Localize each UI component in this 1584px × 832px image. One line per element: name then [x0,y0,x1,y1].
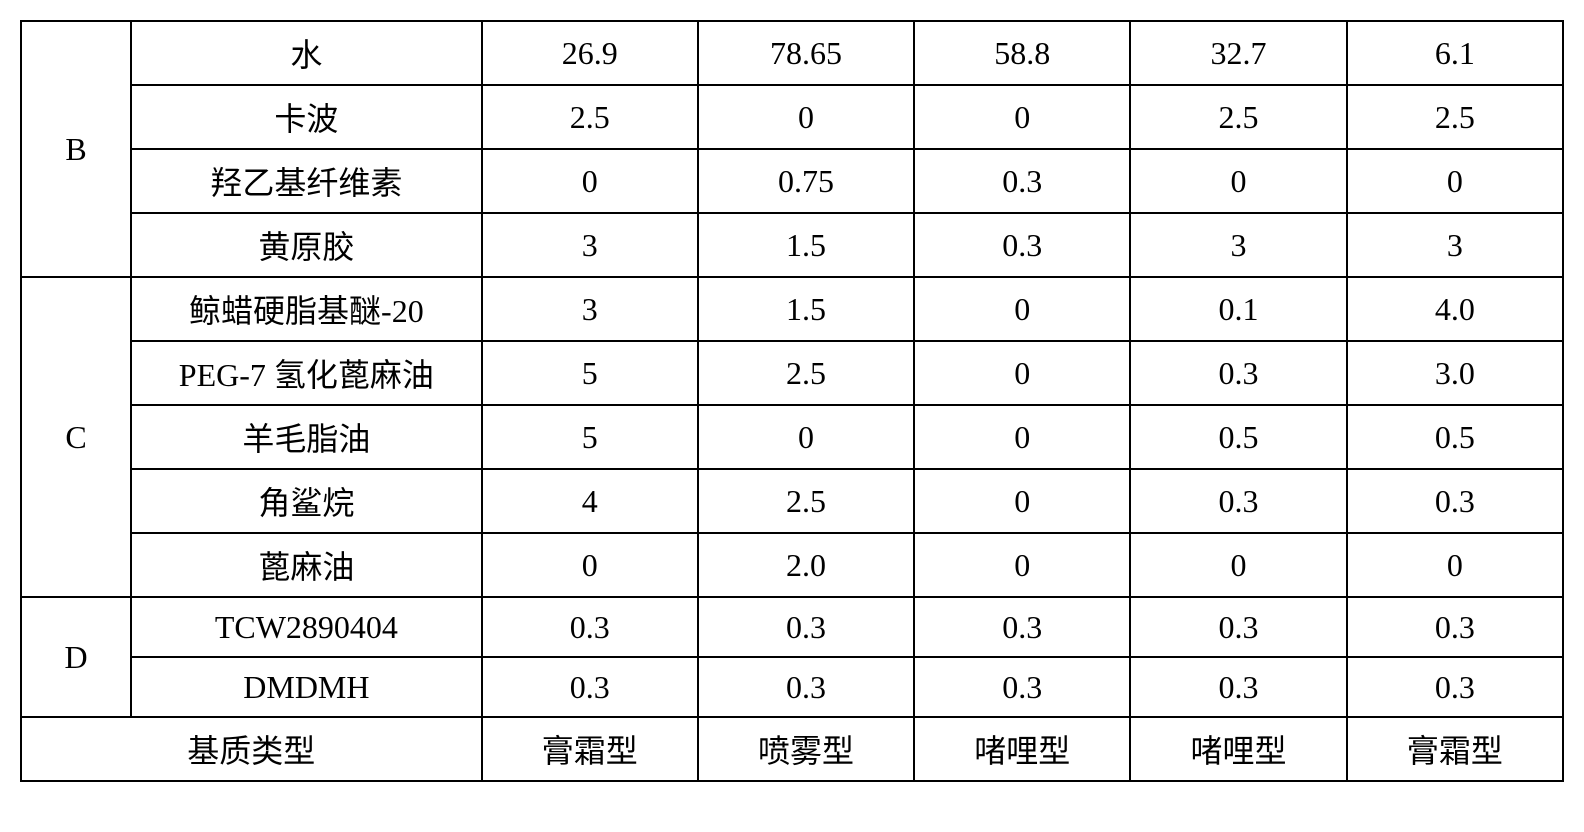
cell-value: 0 [698,405,914,469]
table-row: 角鲨烷 4 2.5 0 0.3 0.3 [21,469,1563,533]
table-footer-row: 基质类型 膏霜型 喷雾型 啫哩型 啫哩型 膏霜型 [21,717,1563,781]
cell-value: 0.3 [1130,469,1346,533]
ingredient-name: TCW2890404 [131,597,481,657]
cell-value: 2.0 [698,533,914,597]
cell-value: 78.65 [698,21,914,85]
cell-value: 0 [914,277,1130,341]
cell-value: 0 [914,85,1130,149]
ingredient-name: 羊毛脂油 [131,405,481,469]
cell-value: 0.75 [698,149,914,213]
table-row: 黄原胶 3 1.5 0.3 3 3 [21,213,1563,277]
cell-value: 0.3 [1347,597,1563,657]
cell-value: 2.5 [1347,85,1563,149]
cell-value: 0.5 [1347,405,1563,469]
cell-value: 6.1 [1347,21,1563,85]
cell-value: 0 [1130,149,1346,213]
group-label-c: C [21,277,131,597]
table-row: B 水 26.9 78.65 58.8 32.7 6.1 [21,21,1563,85]
cell-value: 0.5 [1130,405,1346,469]
cell-value: 58.8 [914,21,1130,85]
cell-value: 0 [1130,533,1346,597]
cell-value: 0 [914,533,1130,597]
cell-value: 0 [482,533,698,597]
table-row: D TCW2890404 0.3 0.3 0.3 0.3 0.3 [21,597,1563,657]
cell-value: 0.3 [698,657,914,717]
ingredient-name: 黄原胶 [131,213,481,277]
ingredient-name: PEG-7 氢化蓖麻油 [131,341,481,405]
cell-value: 0.3 [1130,341,1346,405]
group-label-d: D [21,597,131,717]
table-row: C 鲸蜡硬脂基醚-20 3 1.5 0 0.1 4.0 [21,277,1563,341]
cell-value: 0.3 [914,149,1130,213]
ingredient-name: 羟乙基纤维素 [131,149,481,213]
ingredient-name: 卡波 [131,85,481,149]
group-label-b: B [21,21,131,277]
cell-value: 2.5 [1130,85,1346,149]
footer-value: 啫哩型 [914,717,1130,781]
table-row: 卡波 2.5 0 0 2.5 2.5 [21,85,1563,149]
cell-value: 0.3 [1347,657,1563,717]
cell-value: 5 [482,341,698,405]
cell-value: 3 [1130,213,1346,277]
cell-value: 5 [482,405,698,469]
footer-value: 啫哩型 [1130,717,1346,781]
cell-value: 0.3 [914,213,1130,277]
cell-value: 4.0 [1347,277,1563,341]
cell-value: 0.3 [1347,469,1563,533]
cell-value: 4 [482,469,698,533]
cell-value: 2.5 [698,341,914,405]
cell-value: 32.7 [1130,21,1346,85]
cell-value: 3.0 [1347,341,1563,405]
cell-value: 1.5 [698,213,914,277]
table-row: 羊毛脂油 5 0 0 0.5 0.5 [21,405,1563,469]
table-row: 羟乙基纤维素 0 0.75 0.3 0 0 [21,149,1563,213]
cell-value: 2.5 [698,469,914,533]
formulation-table: B 水 26.9 78.65 58.8 32.7 6.1 卡波 2.5 0 0 … [20,20,1564,782]
cell-value: 1.5 [698,277,914,341]
cell-value: 26.9 [482,21,698,85]
table-row: 蓖麻油 0 2.0 0 0 0 [21,533,1563,597]
ingredient-name: 蓖麻油 [131,533,481,597]
cell-value: 2.5 [482,85,698,149]
cell-value: 0.3 [914,657,1130,717]
table-row: PEG-7 氢化蓖麻油 5 2.5 0 0.3 3.0 [21,341,1563,405]
cell-value: 3 [482,277,698,341]
cell-value: 0.3 [1130,657,1346,717]
cell-value: 0 [914,341,1130,405]
cell-value: 0 [482,149,698,213]
cell-value: 0 [914,469,1130,533]
cell-value: 0.3 [914,597,1130,657]
cell-value: 0.3 [698,597,914,657]
cell-value: 0 [914,405,1130,469]
cell-value: 0.3 [1130,597,1346,657]
ingredient-name: 水 [131,21,481,85]
footer-value: 喷雾型 [698,717,914,781]
cell-value: 0 [1347,533,1563,597]
cell-value: 3 [1347,213,1563,277]
cell-value: 3 [482,213,698,277]
cell-value: 0.3 [482,597,698,657]
cell-value: 0.3 [482,657,698,717]
ingredient-name: DMDMH [131,657,481,717]
cell-value: 0 [698,85,914,149]
ingredient-name: 鲸蜡硬脂基醚-20 [131,277,481,341]
ingredient-name: 角鲨烷 [131,469,481,533]
table-row: DMDMH 0.3 0.3 0.3 0.3 0.3 [21,657,1563,717]
footer-value: 膏霜型 [482,717,698,781]
cell-value: 0.1 [1130,277,1346,341]
cell-value: 0 [1347,149,1563,213]
footer-label: 基质类型 [21,717,482,781]
footer-value: 膏霜型 [1347,717,1563,781]
